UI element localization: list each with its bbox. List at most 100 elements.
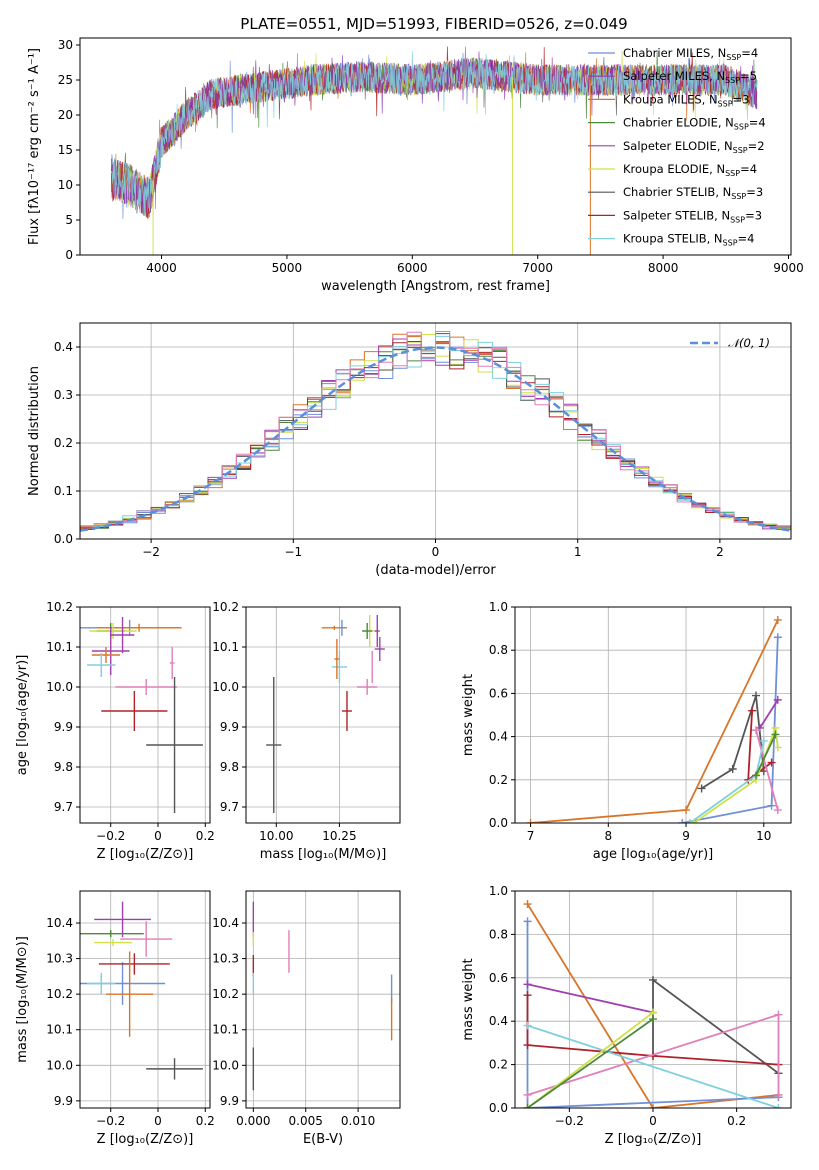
- y-tick-label: 1.0: [489, 884, 508, 898]
- y-tick-label: 15: [58, 143, 73, 157]
- weight-marker: [752, 726, 761, 735]
- y-axis-label: age [log₁₀(age/yr)]: [15, 655, 30, 776]
- x-tick-label: 1: [574, 545, 582, 559]
- y-tick-label: 10.2: [46, 600, 73, 614]
- spectrum-line-1: [110, 55, 758, 218]
- weight-marker: [773, 743, 782, 752]
- weight-marker: [773, 695, 782, 704]
- weight-line: [759, 699, 779, 729]
- y-tick-label: 10: [58, 178, 73, 192]
- legend-entry: Kroupa MILES, NSSP=3: [623, 92, 749, 108]
- x-tick-label: 0.2: [196, 1114, 215, 1128]
- y-tick-label: 30: [58, 38, 73, 52]
- x-tick-label: 2: [716, 545, 724, 559]
- x-tick-label: 9: [682, 829, 690, 843]
- plot-frame: [79, 890, 211, 1109]
- weight-line: [527, 1024, 779, 1108]
- x-tick-label: 5000: [272, 261, 303, 275]
- errorbars: [80, 617, 203, 813]
- figure-title: PLATE=0551, MJD=51993, FIBERID=0526, z=0…: [240, 15, 627, 33]
- weight-lines: [523, 900, 783, 1108]
- y-tick-label: 9.9: [220, 720, 239, 734]
- legend-entry: Chabrier MILES, NSSP=4: [623, 46, 758, 62]
- panel-mass_vs_Z: −0.2 0 0.2 9.9 10.0 10.1 10.2 10.3 10.4 Z [log₁₀(…: [15, 890, 215, 1147]
- x-tick-label: 0: [154, 829, 162, 843]
- y-tick-label: 20: [58, 108, 73, 122]
- y-tick-label: 9.9: [54, 1094, 73, 1108]
- spectrum-line-8: [110, 50, 758, 216]
- weight-lines: [526, 615, 782, 823]
- y-tick-label: 0.3: [54, 388, 73, 402]
- plot-frame: [514, 890, 792, 1109]
- weight-line: [526, 1018, 654, 1108]
- x-tick-label: 8: [604, 829, 612, 843]
- panel-mass_vs_EBV: 0.000 0.005 0.010 9.9 10.0 10.1 10.2 10.3 10.4 E(…: [212, 890, 401, 1147]
- weight-marker: [649, 1104, 657, 1108]
- weight-marker: [523, 1041, 532, 1050]
- weight-marker: [771, 730, 780, 739]
- panel-age_vs_mass: 10.00 10.25 9.7 9.8 9.9 10.0 10.1 10.2 mass [log…: [212, 600, 401, 862]
- x-tick-label: 0.000: [236, 1114, 270, 1128]
- weight-marker: [689, 819, 698, 823]
- weight-marker: [774, 1104, 783, 1108]
- x-axis-label: E(B-V): [303, 1132, 343, 1147]
- spectrum-lines: [110, 46, 758, 255]
- x-tick-label: 6000: [397, 261, 428, 275]
- weight-marker: [774, 1090, 783, 1099]
- legend-entry: Chabrier ELODIE, NSSP=4: [623, 116, 766, 132]
- y-tick-label: 9.7: [54, 800, 73, 814]
- panel-weight_vs_age: 7 8 9 10 0.0 0.2 0.4 0.6 0.8 1.0 age [log₁₀(age/yr…: [461, 600, 792, 862]
- y-tick-label: 10.2: [46, 987, 73, 1001]
- y-tick-label: 0.6: [489, 971, 508, 985]
- weight-marker: [748, 706, 757, 715]
- x-tick-label: 7000: [522, 261, 553, 275]
- weight-line: [755, 734, 777, 776]
- y-tick-label: 10.1: [212, 1023, 239, 1037]
- y-tick-label: 0.6: [489, 686, 508, 700]
- y-tick-label: 9.9: [54, 720, 73, 734]
- chart-layer: 4000 5000 6000 7000 8000 9000051015202530wave…: [15, 37, 804, 1147]
- legend-entry: Kroupa STELIB, NSSP=4: [623, 232, 754, 248]
- y-axis-label: Normed distribution: [27, 366, 42, 496]
- x-tick-label: 10: [756, 829, 771, 843]
- legend-entry: Salpeter MILES, NSSP=5: [623, 69, 757, 85]
- x-tick-label: −2: [142, 545, 160, 559]
- y-axis-label: Flux [fλ10⁻¹⁷ erg cm⁻² s⁻¹ A⁻¹]: [27, 48, 42, 245]
- weight-marker: [682, 806, 691, 815]
- weight-line: [701, 695, 765, 790]
- histogram-step: [80, 331, 791, 527]
- y-tick-label: 10.3: [212, 952, 239, 966]
- y-tick-label: 1.0: [489, 600, 508, 614]
- y-tick-label: 0.0: [489, 816, 508, 830]
- errorbars: [80, 901, 203, 1080]
- y-tick-label: 0.4: [489, 1014, 508, 1028]
- x-tick-label: 10.25: [322, 829, 356, 843]
- weight-marker: [773, 615, 782, 624]
- x-tick-label: 10.00: [259, 829, 293, 843]
- y-tick-label: 9.8: [220, 760, 239, 774]
- x-axis-label: mass [log₁₀(M/M⊙)]: [260, 847, 387, 862]
- weight-marker: [649, 1015, 657, 1024]
- y-tick-label: 10.4: [46, 916, 73, 930]
- panel-weight_vs_Z: −0.2 0 0.2 0.0 0.2 0.4 0.6 0.8 1.0 Z [log₁₀(Z/Z⊙)…: [461, 884, 792, 1147]
- plot-frame: [245, 890, 401, 1109]
- x-axis-label: (data-model)/error: [375, 563, 496, 578]
- x-axis-label: Z [log₁₀(Z/Z⊙)]: [97, 847, 194, 862]
- y-tick-label: 0.0: [54, 532, 73, 546]
- histograms: [80, 331, 791, 532]
- y-tick-label: 10.2: [212, 600, 239, 614]
- y-tick-label: 10.2: [212, 987, 239, 1001]
- weight-marker: [523, 917, 532, 926]
- weight-marker: [523, 980, 532, 989]
- x-tick-label: 0: [432, 545, 440, 559]
- plot-frame: [79, 322, 792, 540]
- x-tick-label: 4000: [146, 261, 177, 275]
- x-tick-label: 8000: [648, 261, 679, 275]
- y-tick-label: 5: [65, 213, 73, 227]
- panel-age_vs_Z: −0.2 0 0.2 9.7 9.8 9.9 10.0 10.1 10.2 Z [log₁₀(Z/…: [15, 600, 215, 862]
- x-tick-label: −0.2: [555, 1114, 584, 1128]
- legend-entry: Salpeter STELIB, NSSP=3: [623, 208, 762, 224]
- x-axis-label: Z [log₁₀(Z/Z⊙)]: [97, 1132, 194, 1147]
- plot-frame: [245, 606, 401, 824]
- y-tick-label: 25: [58, 73, 73, 87]
